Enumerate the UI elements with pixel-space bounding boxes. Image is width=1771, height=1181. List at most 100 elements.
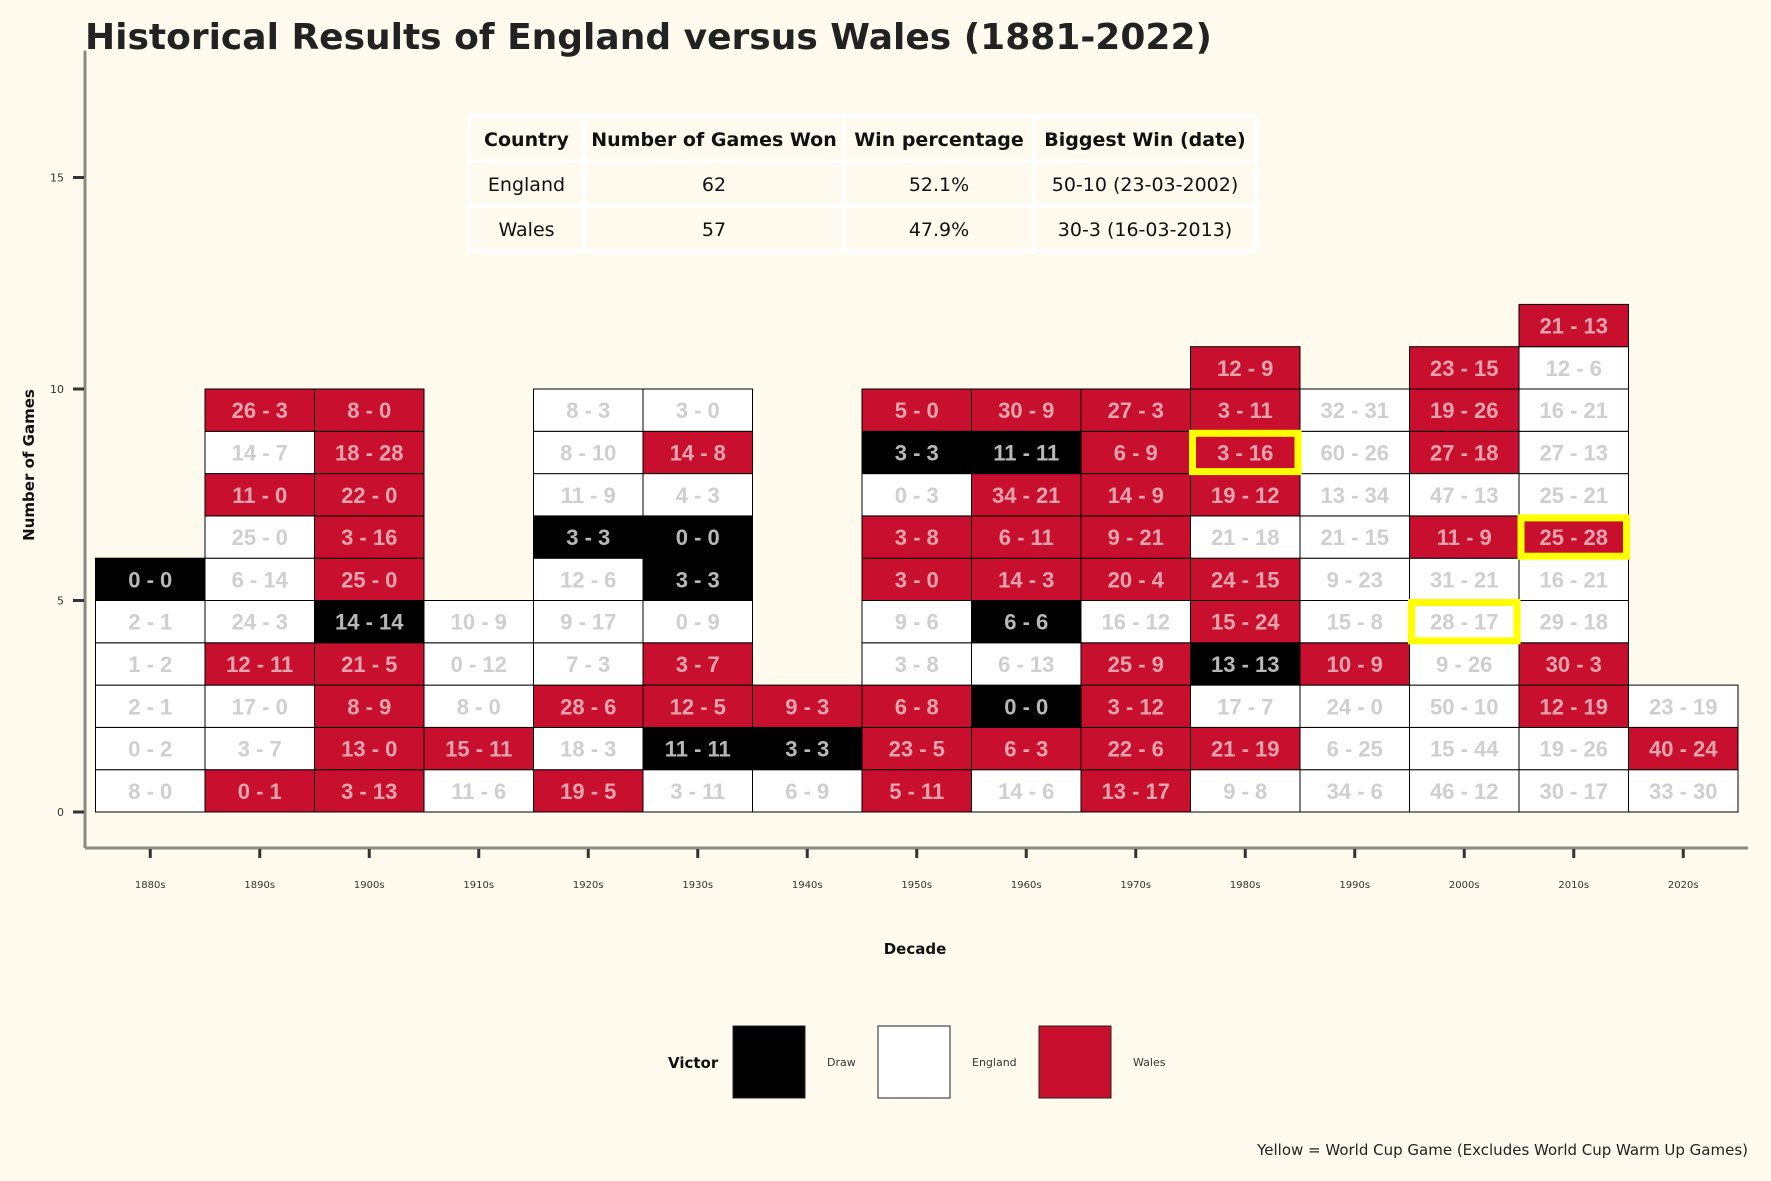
x-tick-label: 1920s — [573, 880, 604, 891]
game-tile — [971, 557, 1082, 602]
game-score-label: 0 - 2 — [128, 737, 172, 762]
game-score-label: 12 - 6 — [1546, 356, 1602, 381]
game-score-label: 8 - 0 — [347, 398, 391, 423]
world-cup-highlight — [1189, 429, 1302, 476]
game-score-label: 20 - 4 — [1108, 567, 1165, 592]
game-tile — [1518, 303, 1629, 348]
game-tile — [533, 515, 644, 559]
x-tick-label: 1910s — [463, 880, 494, 891]
game-score-label: 11 - 9 — [1437, 525, 1492, 550]
game-tile — [1409, 684, 1520, 728]
game-tile — [1190, 642, 1301, 686]
game-tile — [752, 726, 863, 771]
table-cell: 47.9% — [909, 219, 969, 241]
game-score-label: 3 - 3 — [895, 440, 939, 465]
game-score-label: 0 - 3 — [895, 483, 939, 508]
game-score-label: 23 - 15 — [1430, 356, 1499, 381]
game-score-label: 3 - 7 — [676, 652, 720, 677]
table-background — [469, 116, 1256, 251]
game-score-label: 33 - 30 — [1649, 779, 1718, 804]
x-tick-label: 1980s — [1230, 880, 1261, 891]
game-score-label: 25 - 28 — [1540, 525, 1609, 550]
chart-caption: Yellow = World Cup Game (Excludes World … — [1256, 1141, 1748, 1159]
table-header-cell: Number of Games Won — [591, 129, 837, 151]
game-score-label: 28 - 6 — [560, 694, 616, 719]
game-tile — [533, 388, 644, 432]
game-score-label: 22 - 0 — [341, 483, 397, 508]
game-tile — [642, 557, 753, 602]
game-score-label: 28 - 17 — [1430, 610, 1499, 635]
game-tile — [1299, 515, 1410, 559]
game-score-label: 32 - 31 — [1321, 398, 1390, 423]
game-tile — [423, 600, 534, 644]
game-tile — [1518, 557, 1629, 602]
game-tile — [642, 430, 753, 475]
game-tile — [861, 600, 972, 644]
game-tile — [533, 642, 644, 686]
x-tick-label: 1950s — [901, 880, 932, 891]
game-score-label: 5 - 0 — [895, 398, 939, 423]
game-score-label: 46 - 12 — [1430, 779, 1499, 804]
game-tile — [861, 388, 972, 432]
game-tile — [1190, 600, 1301, 644]
game-score-label: 31 - 21 — [1430, 567, 1499, 592]
game-tile — [314, 473, 425, 517]
table-header-cell: Win percentage — [854, 129, 1024, 151]
game-tile — [533, 769, 644, 813]
x-tick-label: 1990s — [1339, 880, 1370, 891]
game-tile — [533, 726, 644, 771]
game-tile — [1299, 388, 1410, 432]
game-tile — [1190, 346, 1301, 390]
x-axis-title: Decade — [884, 940, 947, 958]
game-score-label: 6 - 8 — [895, 694, 939, 719]
game-score-label: 21 - 15 — [1321, 525, 1390, 550]
game-score-label: 25 - 0 — [341, 567, 397, 592]
game-tile — [314, 388, 425, 432]
chart-title: Historical Results of England versus Wal… — [85, 17, 1212, 58]
game-score-label: 3 - 13 — [341, 779, 397, 804]
table-cell: 62 — [702, 174, 726, 196]
game-tile — [1409, 430, 1520, 475]
game-score-label: 8 - 0 — [457, 694, 501, 719]
game-score-label: 21 - 13 — [1540, 314, 1609, 339]
game-score-label: 9 - 21 — [1108, 525, 1164, 550]
game-score-label: 15 - 11 — [445, 737, 512, 762]
game-score-label: 6 - 3 — [1004, 737, 1048, 762]
game-score-label: 8 - 3 — [566, 398, 610, 423]
game-tile — [95, 684, 206, 728]
game-tile — [1080, 600, 1191, 644]
game-score-label: 3 - 11 — [670, 779, 725, 804]
game-score-label: 8 - 10 — [560, 440, 616, 465]
game-tile — [1080, 726, 1191, 771]
game-tile — [204, 430, 315, 475]
game-tile — [1518, 515, 1629, 559]
game-score-label: 34 - 21 — [992, 483, 1061, 508]
game-score-label: 14 - 14 — [335, 610, 404, 635]
game-tile — [971, 684, 1082, 728]
game-tile — [1080, 642, 1191, 686]
game-tile — [1190, 430, 1301, 475]
game-score-label: 16 - 12 — [1102, 610, 1171, 635]
game-score-label: 27 - 18 — [1430, 440, 1499, 465]
game-score-label: 21 - 18 — [1211, 525, 1280, 550]
game-score-label: 3 - 3 — [785, 737, 829, 762]
game-score-label: 24 - 3 — [232, 610, 288, 635]
game-score-label: 3 - 8 — [895, 525, 939, 550]
game-score-label: 18 - 28 — [335, 440, 404, 465]
game-score-label: 11 - 11 — [993, 440, 1059, 465]
game-tile — [314, 557, 425, 602]
game-score-label: 7 - 3 — [566, 652, 610, 677]
table-header-cell: Country — [484, 129, 570, 151]
game-tile — [861, 557, 972, 602]
game-tile — [1409, 557, 1520, 602]
game-tile — [1080, 388, 1191, 432]
game-tile — [204, 515, 315, 559]
game-score-label: 24 - 0 — [1327, 694, 1383, 719]
game-score-label: 22 - 6 — [1108, 737, 1164, 762]
game-score-label: 12 - 11 — [226, 652, 293, 677]
game-score-label: 2 - 1 — [128, 694, 172, 719]
game-tile — [1080, 473, 1191, 517]
game-score-label: 3 - 7 — [238, 737, 282, 762]
game-score-label: 12 - 6 — [560, 567, 616, 592]
game-tile — [971, 473, 1082, 517]
